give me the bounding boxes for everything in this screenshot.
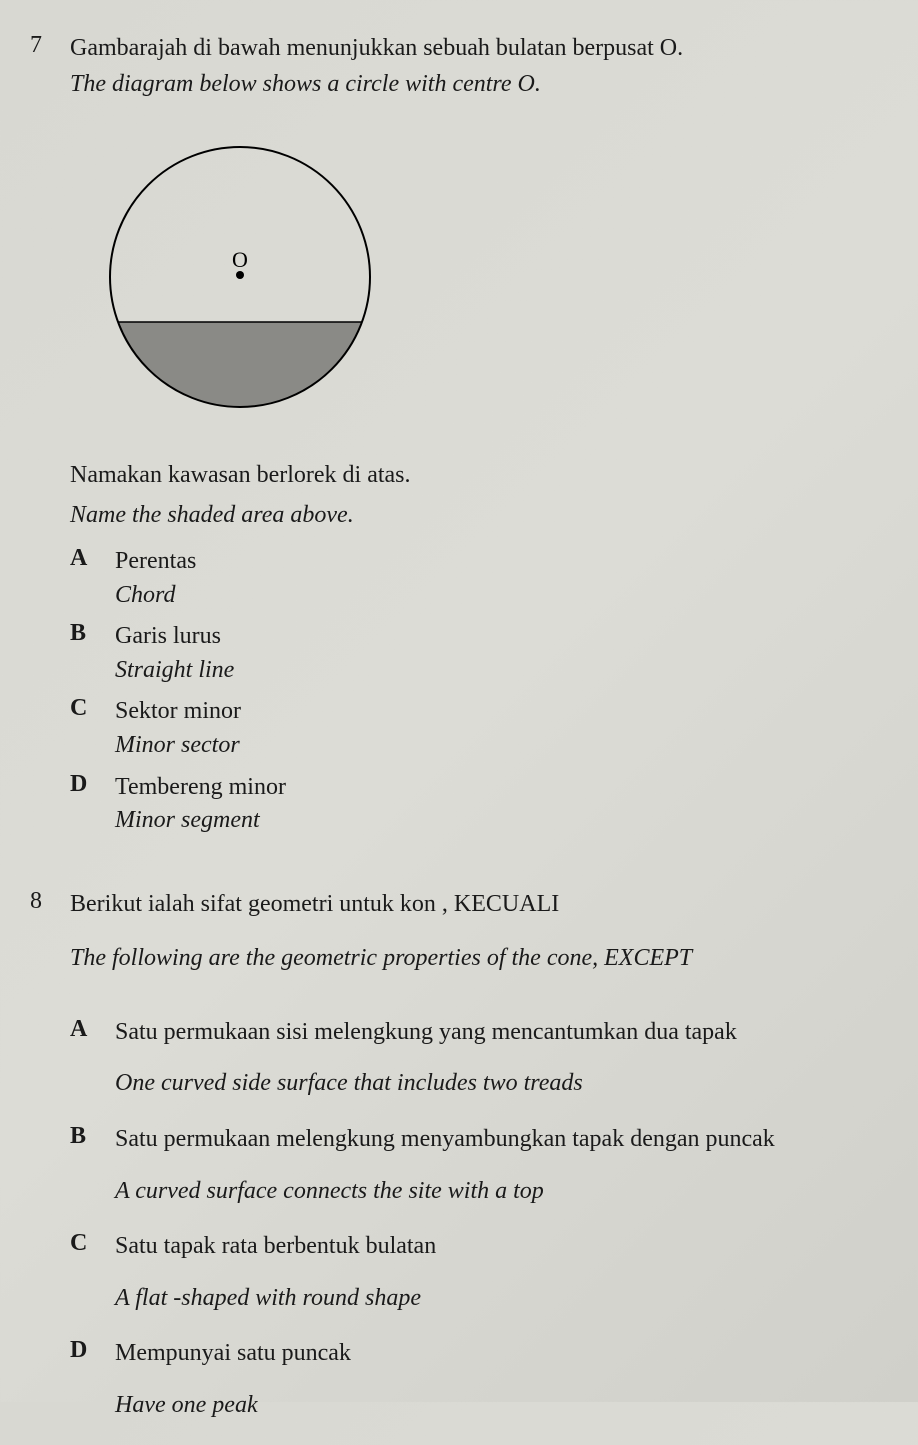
option-letter: A [70, 1016, 115, 1101]
option-text: Mempunyai satu puncak Have one peak [115, 1337, 868, 1422]
option-en: A flat -shaped with round shape [115, 1282, 868, 1316]
option-ms: Garis lurus [115, 620, 868, 654]
option-en: One curved side surface that includes tw… [115, 1067, 868, 1101]
option-letter: D [70, 1337, 115, 1422]
option-ms: Satu permukaan melengkung menyambungkan … [115, 1123, 868, 1157]
option-en: Minor segment [115, 804, 868, 838]
option-b[interactable]: B Garis lurus Straight line [70, 620, 868, 687]
option-a[interactable]: A Satu permukaan sisi melengkung yang me… [70, 1016, 868, 1101]
question-text-en: The diagram below shows a circle with ce… [70, 66, 868, 102]
option-letter: C [70, 695, 115, 762]
prompt-ms: Namakan kawasan berlorek di atas. [70, 457, 868, 493]
shaded-segment [100, 322, 380, 417]
option-text: Garis lurus Straight line [115, 620, 868, 687]
options-list: A Perentas Chord B Garis lurus Straight … [70, 545, 868, 838]
option-en: Have one peak [115, 1389, 868, 1423]
option-letter: C [70, 1230, 115, 1315]
prompt-en: Name the shaded area above. [70, 497, 868, 533]
option-letter: B [70, 620, 115, 687]
question-text-en: The following are the geometric properti… [70, 940, 868, 976]
option-text: Satu permukaan sisi melengkung yang menc… [115, 1016, 868, 1101]
option-text: Sektor minor Minor sector [115, 695, 868, 762]
option-c[interactable]: C Sektor minor Minor sector [70, 695, 868, 762]
option-ms: Mempunyai satu puncak [115, 1337, 868, 1371]
option-text: Tembereng minor Minor segment [115, 771, 868, 838]
circle-svg: O [100, 137, 380, 417]
option-letter: A [70, 545, 115, 612]
question-7: 7 Gambarajah di bawah menunjukkan sebuah… [30, 30, 868, 846]
circle-diagram: O [100, 137, 868, 422]
question-8: 8 Berikut ialah sifat geometri untuk kon… [30, 886, 868, 1445]
option-en: Straight line [115, 654, 868, 688]
question-number: 8 [30, 886, 70, 1445]
option-b[interactable]: B Satu permukaan melengkung menyambungka… [70, 1123, 868, 1208]
center-dot [236, 271, 244, 279]
option-text: Perentas Chord [115, 545, 868, 612]
option-text: Satu tapak rata berbentuk bulatan A flat… [115, 1230, 868, 1315]
question-number: 7 [30, 30, 70, 846]
option-ms: Sektor minor [115, 695, 868, 729]
option-letter: D [70, 771, 115, 838]
question-body: Gambarajah di bawah menunjukkan sebuah b… [70, 30, 868, 846]
option-en: Minor sector [115, 729, 868, 763]
option-d[interactable]: D Tembereng minor Minor segment [70, 771, 868, 838]
option-en: A curved surface connects the site with … [115, 1175, 868, 1209]
option-ms: Satu permukaan sisi melengkung yang menc… [115, 1016, 868, 1050]
option-ms: Tembereng minor [115, 771, 868, 805]
option-d[interactable]: D Mempunyai satu puncak Have one peak [70, 1337, 868, 1422]
option-c[interactable]: C Satu tapak rata berbentuk bulatan A fl… [70, 1230, 868, 1315]
question-text-ms: Gambarajah di bawah menunjukkan sebuah b… [70, 30, 868, 66]
option-ms: Perentas [115, 545, 868, 579]
option-ms: Satu tapak rata berbentuk bulatan [115, 1230, 868, 1264]
options-list: A Satu permukaan sisi melengkung yang me… [70, 1016, 868, 1423]
center-label: O [232, 247, 248, 272]
option-letter: B [70, 1123, 115, 1208]
option-text: Satu permukaan melengkung menyambungkan … [115, 1123, 868, 1208]
question-body: Berikut ialah sifat geometri untuk kon ,… [70, 886, 868, 1445]
question-text-ms: Berikut ialah sifat geometri untuk kon ,… [70, 886, 868, 922]
option-en: Chord [115, 579, 868, 613]
option-a[interactable]: A Perentas Chord [70, 545, 868, 612]
